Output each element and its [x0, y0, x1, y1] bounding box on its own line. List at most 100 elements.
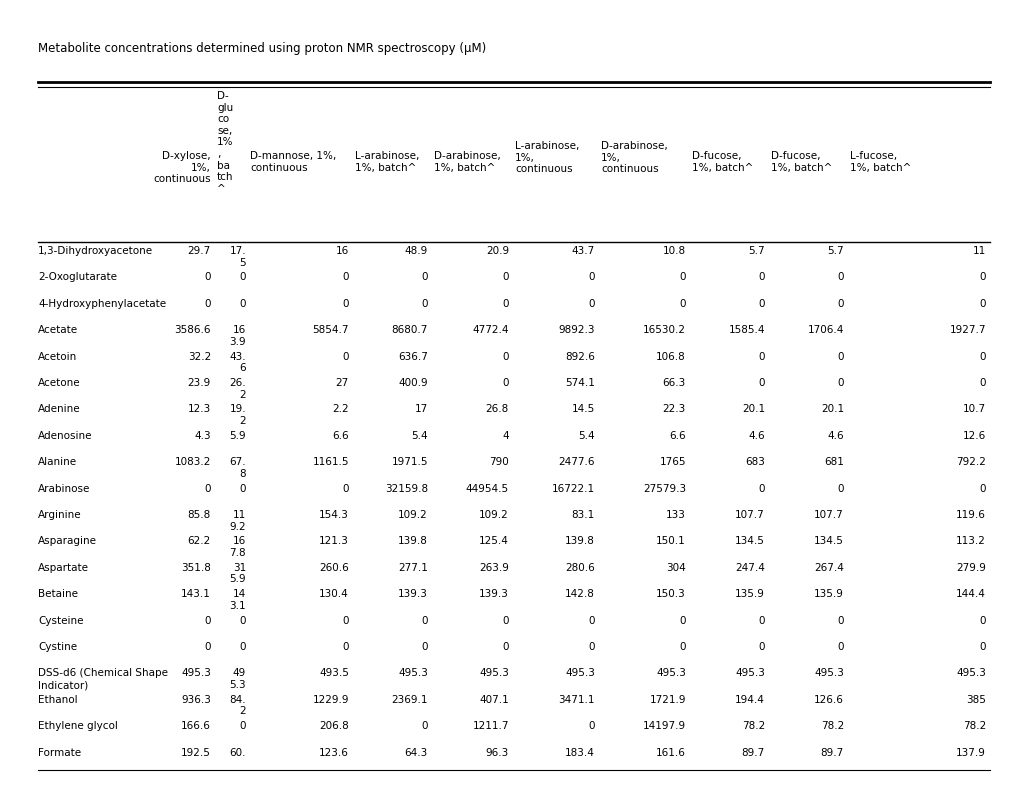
Text: 495.3: 495.3	[181, 668, 211, 678]
Text: Ethylene glycol: Ethylene glycol	[38, 721, 118, 731]
Text: 0: 0	[421, 615, 428, 626]
Text: 4.6: 4.6	[826, 431, 843, 440]
Text: 0: 0	[421, 299, 428, 309]
Text: 0: 0	[502, 615, 508, 626]
Text: 31
5.9: 31 5.9	[229, 563, 246, 585]
Text: 3471.1: 3471.1	[558, 695, 594, 704]
Text: 4-Hydroxyphenylacetate: 4-Hydroxyphenylacetate	[38, 299, 166, 309]
Text: L-arabinose,
1%, batch^: L-arabinose, 1%, batch^	[355, 151, 419, 173]
Text: 0: 0	[239, 299, 246, 309]
Text: 0: 0	[588, 721, 594, 731]
Text: 89.7: 89.7	[820, 748, 843, 757]
Text: D-arabinose,
1%,
continuous: D-arabinose, 1%, continuous	[600, 141, 667, 174]
Text: 139.8: 139.8	[565, 537, 594, 546]
Text: 0: 0	[588, 273, 594, 282]
Text: 12.6: 12.6	[962, 431, 985, 440]
Text: 27: 27	[335, 378, 348, 388]
Text: 0: 0	[502, 351, 508, 362]
Text: L-arabinose,
1%,
continuous: L-arabinose, 1%, continuous	[515, 141, 579, 174]
Text: 134.5: 134.5	[813, 537, 843, 546]
Text: 150.3: 150.3	[655, 589, 686, 599]
Text: 0: 0	[204, 273, 211, 282]
Text: Cystine: Cystine	[38, 642, 77, 652]
Text: 5.7: 5.7	[826, 246, 843, 256]
Text: 4: 4	[502, 431, 508, 440]
Text: 263.9: 263.9	[479, 563, 508, 573]
Text: 400.9: 400.9	[398, 378, 428, 388]
Text: 22.3: 22.3	[662, 404, 686, 414]
Text: Arginine: Arginine	[38, 510, 82, 520]
Text: 26.
2: 26. 2	[229, 378, 246, 400]
Text: Cysteine: Cysteine	[38, 615, 84, 626]
Text: 0: 0	[342, 615, 348, 626]
Text: 0: 0	[758, 273, 764, 282]
Text: 194.4: 194.4	[735, 695, 764, 704]
Text: 109.2: 109.2	[479, 510, 508, 520]
Text: 574.1: 574.1	[565, 378, 594, 388]
Text: 32.2: 32.2	[187, 351, 211, 362]
Text: 0: 0	[342, 484, 348, 493]
Text: 23.9: 23.9	[187, 378, 211, 388]
Text: 280.6: 280.6	[565, 563, 594, 573]
Text: 0: 0	[204, 642, 211, 652]
Text: 0: 0	[679, 299, 686, 309]
Text: Aspartate: Aspartate	[38, 563, 89, 573]
Text: 0: 0	[342, 273, 348, 282]
Text: 0: 0	[978, 273, 985, 282]
Text: 135.9: 135.9	[813, 589, 843, 599]
Text: 0: 0	[502, 378, 508, 388]
Text: 304: 304	[665, 563, 686, 573]
Text: 144.4: 144.4	[955, 589, 985, 599]
Text: 5.7: 5.7	[748, 246, 764, 256]
Text: 5.9: 5.9	[229, 431, 246, 440]
Text: D-
glu
co
se,
1%
,
ba
tch
^: D- glu co se, 1% , ba tch ^	[217, 91, 233, 194]
Text: 14197.9: 14197.9	[642, 721, 686, 731]
Text: 0: 0	[239, 484, 246, 493]
Text: 892.6: 892.6	[565, 351, 594, 362]
Text: 206.8: 206.8	[319, 721, 348, 731]
Text: D-arabinose,
1%, batch^: D-arabinose, 1%, batch^	[433, 151, 500, 173]
Text: 790: 790	[489, 457, 508, 467]
Text: 192.5: 192.5	[181, 748, 211, 757]
Text: 0: 0	[342, 299, 348, 309]
Text: 495.3: 495.3	[655, 668, 686, 678]
Text: 11: 11	[972, 246, 985, 256]
Text: 139.3: 139.3	[397, 589, 428, 599]
Text: 137.9: 137.9	[955, 748, 985, 757]
Text: 0: 0	[978, 642, 985, 652]
Text: 636.7: 636.7	[397, 351, 428, 362]
Text: 1229.9: 1229.9	[312, 695, 348, 704]
Text: 0: 0	[837, 351, 843, 362]
Text: 0: 0	[588, 615, 594, 626]
Text: 0: 0	[421, 721, 428, 731]
Text: 4772.4: 4772.4	[472, 325, 508, 335]
Text: 27579.3: 27579.3	[642, 484, 686, 493]
Text: D-mannose, 1%,
continuous: D-mannose, 1%, continuous	[250, 151, 336, 173]
Text: 936.3: 936.3	[181, 695, 211, 704]
Text: 6.6: 6.6	[332, 431, 348, 440]
Text: 260.6: 260.6	[319, 563, 348, 573]
Text: 143.1: 143.1	[181, 589, 211, 599]
Text: 78.2: 78.2	[741, 721, 764, 731]
Text: 183.4: 183.4	[565, 748, 594, 757]
Text: 495.3: 495.3	[813, 668, 843, 678]
Text: Asparagine: Asparagine	[38, 537, 97, 546]
Text: 493.5: 493.5	[319, 668, 348, 678]
Text: 6.6: 6.6	[668, 431, 686, 440]
Text: 0: 0	[239, 721, 246, 731]
Text: 139.3: 139.3	[479, 589, 508, 599]
Text: 1161.5: 1161.5	[312, 457, 348, 467]
Text: 0: 0	[679, 615, 686, 626]
Text: Acetoin: Acetoin	[38, 351, 77, 362]
Text: 0: 0	[758, 615, 764, 626]
Text: 0: 0	[679, 642, 686, 652]
Text: 44954.5: 44954.5	[466, 484, 508, 493]
Text: 9892.3: 9892.3	[558, 325, 594, 335]
Text: 1,3-Dihydroxyacetone: 1,3-Dihydroxyacetone	[38, 246, 153, 256]
Text: 96.3: 96.3	[485, 748, 508, 757]
Text: 4.6: 4.6	[748, 431, 764, 440]
Text: 16530.2: 16530.2	[642, 325, 686, 335]
Text: 792.2: 792.2	[955, 457, 985, 467]
Text: 385: 385	[965, 695, 985, 704]
Text: 0: 0	[978, 299, 985, 309]
